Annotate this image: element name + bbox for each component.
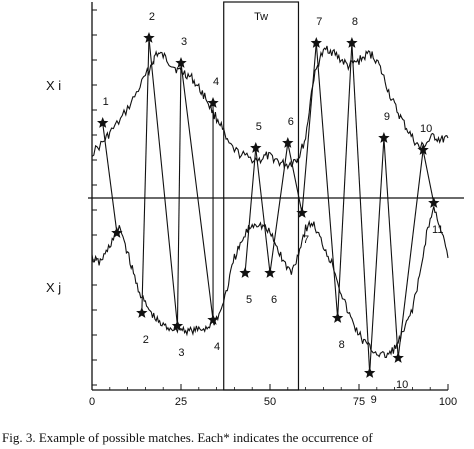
match-label-top: 1 [103, 96, 109, 108]
match-star [111, 227, 123, 238]
series-line-xi [91, 45, 449, 170]
match-star [143, 32, 155, 43]
plot-frame: 0 25 50 75 100 [88, 2, 464, 408]
match-label-bottom: 7 [303, 234, 309, 246]
match-label-top: 7 [316, 16, 322, 28]
figure-caption: Fig. 3. Example of possible matches. Eac… [2, 430, 373, 445]
match-label-bottom: 3 [178, 347, 184, 359]
match-label-top: 2 [149, 11, 155, 23]
series-label-xj: X j [46, 280, 61, 295]
match-star [239, 267, 251, 278]
match-line [369, 137, 385, 374]
match-label-top: 4 [213, 76, 219, 88]
match-line [102, 122, 118, 234]
match-label-bottom: 9 [371, 394, 377, 406]
match-star [282, 137, 294, 148]
series-label-xi: X i [46, 78, 61, 93]
match-label-bottom: 2 [143, 334, 149, 346]
axis-labels: X i X j [46, 78, 61, 295]
match-line [422, 149, 435, 204]
x-tick-label: 50 [264, 396, 276, 408]
x-tick-label: 0 [89, 396, 95, 408]
match-star [175, 57, 187, 68]
x-tick-label: 100 [439, 396, 457, 408]
match-star [428, 197, 440, 208]
x-tick-label: 25 [175, 396, 187, 408]
match-star [250, 142, 262, 153]
match-line [315, 42, 339, 319]
match-star [417, 144, 429, 155]
match-line [269, 142, 289, 274]
match-label-top: 5 [256, 121, 262, 133]
match-label-bottom: 8 [339, 339, 345, 351]
match-line [351, 42, 371, 374]
match-line [337, 42, 353, 319]
match-star [310, 37, 322, 48]
match-line [383, 137, 399, 359]
match-label-bottom: 4 [214, 341, 220, 353]
match-line [287, 142, 303, 214]
match-line [180, 62, 214, 321]
match-star [346, 37, 358, 48]
match-line [301, 42, 317, 214]
match-star [97, 117, 109, 128]
series-line-xj [91, 206, 449, 358]
time-series-plot: 0 25 50 75 100 Tw 1 2 2 3 3 4 4 5 5 6 6 7 7 8 8 9 9 10 10 11 X … [46, 1, 464, 408]
match-label-top: 8 [352, 16, 358, 28]
match-line [141, 37, 150, 314]
match-label-bottom: 5 [246, 294, 252, 306]
x-tick-label: 75 [353, 396, 365, 408]
match-line [148, 37, 178, 327]
match-label-bottom: 11 [432, 224, 443, 236]
match-label-top: 6 [288, 116, 294, 128]
match-star [378, 132, 390, 143]
match-line [397, 149, 424, 359]
match-label-bottom: 10 [396, 379, 408, 391]
match-line [255, 147, 271, 274]
match-labels: 1 2 2 3 3 4 4 5 5 6 6 7 7 8 8 9 9 10 10 11 [103, 11, 444, 406]
match-star [136, 307, 148, 318]
match-label-top: 3 [181, 36, 187, 48]
match-line [176, 62, 182, 327]
match-label-top: 9 [384, 111, 390, 123]
match-lines [97, 32, 440, 378]
window-label: Tw [254, 11, 268, 23]
match-line [244, 147, 257, 274]
match-label-bottom: 6 [271, 294, 277, 306]
match-label-top: 10 [420, 123, 432, 135]
match-star [207, 97, 219, 108]
